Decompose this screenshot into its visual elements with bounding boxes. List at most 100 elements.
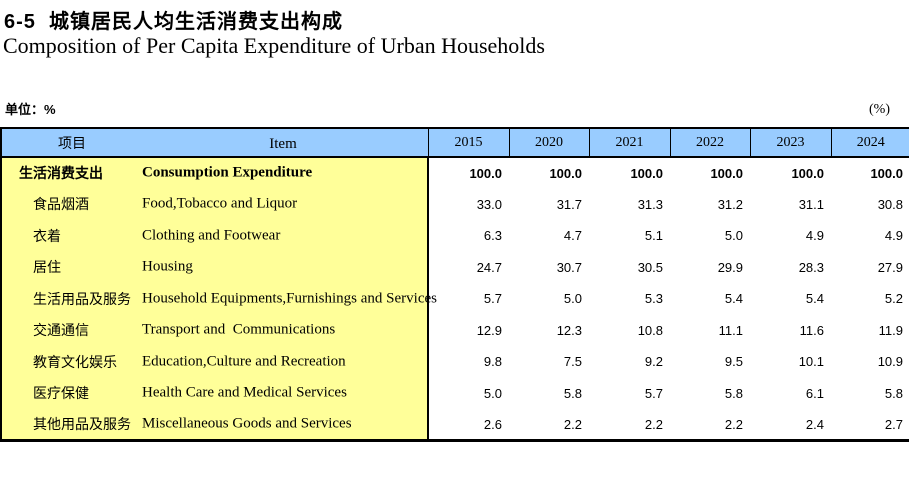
item-label-cell: 衣着 Clothing and Footwear: [1, 220, 429, 252]
table-row: 衣着 Clothing and Footwear 6.3 4.7 5.1 5.0 4.9 4.…: [1, 220, 909, 252]
value-cell: 30.5: [637, 259, 663, 275]
year-column-header: 2021: [588, 128, 670, 158]
value-cell: 100.0: [791, 165, 824, 181]
item-label-en: Health Care and Medical Services: [142, 384, 347, 401]
value-cell: 5.4: [724, 291, 743, 307]
value-cell: 30.8: [877, 196, 903, 212]
value-cell: 100.0: [630, 165, 663, 181]
value-cell: 5.0: [483, 385, 502, 401]
item-label-zh: 衣着: [33, 227, 61, 244]
value-cell: 2.4: [805, 416, 824, 432]
unit-label: 单位：%: [5, 102, 56, 117]
value-cell: 5.8: [563, 385, 582, 401]
table-row: 医疗保健 Health Care and Medical Services 5.0 5…: [1, 377, 909, 409]
item-label-zh: 居住: [33, 259, 61, 276]
item-header-zh: 项目: [58, 134, 86, 151]
value-cell: 30.7: [556, 259, 582, 275]
value-cell: 31.2: [717, 196, 743, 212]
item-label-zh: 生活消费支出: [19, 165, 103, 182]
value-cell: 28.3: [798, 259, 824, 275]
value-cell: 100.0: [469, 165, 502, 181]
value-cell: 31.1: [798, 196, 824, 212]
item-label-en: Transport and Communications: [142, 321, 336, 338]
table-row: 居住 Housing 24.7 30.7 30.5 29.9 28.3 27.9: [1, 251, 909, 283]
value-cell: 12.9: [476, 322, 502, 338]
item-header-en: Item: [269, 135, 297, 152]
item-label-cell: 生活用品及服务 Household Equipments,Furnishings …: [1, 283, 437, 315]
item-label-en: Miscellaneous Goods and Services: [142, 415, 352, 432]
value-cell: 6.1: [805, 385, 824, 401]
item-label-en: Food,Tobacco and Liquor: [142, 195, 298, 212]
value-cell: 11.6: [799, 322, 824, 338]
value-cell: 100.0: [870, 165, 903, 181]
table-row: 生活消费支出 Consumption Expenditure 100.0 100.0 1…: [1, 157, 909, 189]
value-cell: 12.3: [556, 322, 582, 338]
table-row: 其他用品及服务 Miscellaneous Goods and Services 2…: [1, 409, 909, 441]
item-label-en: Education,Culture and Recreation: [142, 353, 346, 370]
table-row: 交通通信 Transport and Communications 12.9 12.3…: [1, 314, 909, 346]
value-cell: 2.7: [884, 416, 903, 432]
item-label-zh: 教育文化娱乐: [33, 353, 117, 370]
value-cell: 4.9: [805, 228, 824, 244]
value-cell: 24.7: [476, 259, 502, 275]
item-header-cell: 项目 Item: [1, 128, 428, 158]
table-header-row: 项目 Item 2015 2020 2021 2022 2023 2024: [1, 128, 909, 158]
value-cell: 5.0: [563, 291, 582, 307]
item-label-cell: 居住 Housing: [1, 251, 429, 283]
page-title-en: Composition of Per Capita Expenditure of…: [3, 33, 545, 58]
item-label-zh: 医疗保健: [33, 385, 89, 402]
table-row: 教育文化娱乐 Education,Culture and Recreation 9.…: [1, 346, 909, 378]
value-cell: 5.2: [884, 291, 903, 307]
year-column-header: 2024: [830, 128, 909, 158]
value-cell: 5.3: [644, 291, 663, 307]
table-row: 生活用品及服务 Household Equipments,Furnishings …: [1, 283, 909, 315]
value-cell: 9.8: [483, 354, 502, 370]
item-label-en: Clothing and Footwear: [142, 227, 281, 244]
value-cell: 5.0: [724, 228, 743, 244]
value-cell: 5.7: [644, 385, 663, 401]
item-label-cell: 医疗保健 Health Care and Medical Services: [1, 377, 429, 409]
value-cell: 10.9: [877, 354, 903, 370]
value-cell: 27.9: [877, 259, 903, 275]
value-cell: 5.4: [805, 291, 824, 307]
value-cell: 2.2: [563, 416, 582, 432]
percent-label: (%): [869, 102, 890, 117]
value-cell: 5.7: [483, 291, 502, 307]
value-cell: 7.5: [563, 354, 582, 370]
value-cell: 2.6: [483, 416, 502, 432]
value-cell: 2.2: [724, 416, 743, 432]
value-cell: 11.1: [718, 322, 743, 338]
item-label-cell: 食品烟酒 Food,Tobacco and Liquor: [1, 188, 429, 220]
value-cell: 29.9: [717, 259, 743, 275]
item-label-cell: 教育文化娱乐 Education,Culture and Recreation: [1, 346, 429, 378]
value-cell: 100.0: [549, 165, 582, 181]
year-column-header: 2020: [508, 128, 589, 158]
year-column-header: 2022: [669, 128, 750, 158]
unit-row: 单位：% (%): [5, 99, 904, 118]
value-cell: 9.2: [644, 354, 663, 370]
value-cell: 100.0: [710, 165, 743, 181]
item-label-zh: 食品烟酒: [33, 196, 89, 213]
item-label-en: Housing: [142, 258, 193, 275]
page-title-zh: 6-5 城镇居民人均生活消费支出构成: [4, 11, 344, 33]
item-label-zh: 生活用品及服务: [33, 290, 131, 307]
table-row: 食品烟酒 Food,Tobacco and Liquor 33.0 31.7 31.3 3…: [1, 188, 909, 220]
value-cell: 33.0: [476, 196, 502, 212]
value-cell: 2.2: [644, 416, 663, 432]
value-cell: 11.9: [878, 322, 903, 338]
expenditure-table: 项目 Item 2015 2020 2021 2022 2023 2024 生活消费支出 Co…: [0, 127, 909, 442]
value-cell: 6.3: [483, 228, 502, 244]
value-cell: 10.1: [798, 354, 824, 370]
value-cell: 4.7: [563, 228, 582, 244]
year-column-header: 2015: [427, 128, 509, 158]
item-label-cell: 生活消费支出 Consumption Expenditure: [1, 157, 429, 189]
value-cell: 10.8: [637, 322, 663, 338]
item-label-zh: 其他用品及服务: [33, 416, 131, 432]
value-cell: 5.8: [884, 385, 903, 401]
value-cell: 9.5: [724, 354, 743, 370]
item-label-cell: 交通通信 Transport and Communications: [1, 314, 429, 346]
item-label-en: Household Equipments,Furnishings and Ser…: [142, 290, 437, 307]
value-cell: 31.7: [556, 196, 582, 212]
item-label-en: Consumption Expenditure: [142, 164, 313, 181]
